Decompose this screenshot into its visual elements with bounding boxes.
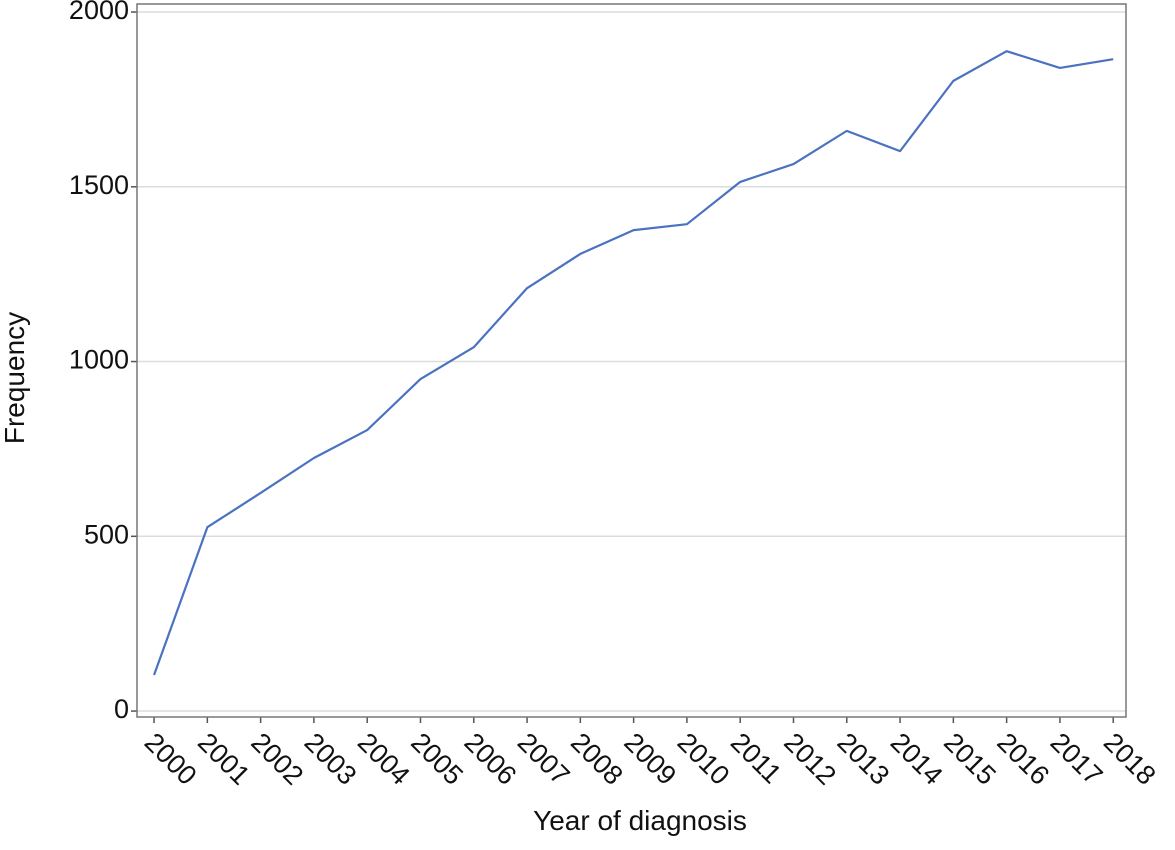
y-tick-label: 1500	[69, 170, 129, 200]
x-tick-label: 2015	[938, 727, 1002, 791]
x-tick-label: 2005	[405, 727, 469, 791]
x-tick-label: 2008	[565, 727, 629, 791]
x-tick-label: 2012	[778, 727, 842, 791]
x-tick-label: 2004	[352, 727, 416, 791]
x-tick-label: 2002	[245, 727, 309, 791]
y-tick-label: 2000	[69, 0, 129, 25]
x-axis-title: Year of diagnosis	[533, 805, 747, 836]
plot-frame	[136, 3, 1127, 718]
x-tick-label: 2010	[672, 727, 736, 791]
x-tick-label: 2007	[512, 727, 576, 791]
x-tick-label: 2017	[1045, 727, 1109, 791]
x-tick-label: 2003	[299, 727, 363, 791]
y-axis-title: Frequency	[0, 312, 30, 444]
x-tick-label: 2006	[458, 727, 522, 791]
x-tick-label: 2001	[192, 727, 256, 791]
x-tick-label: 2011	[725, 727, 787, 789]
x-tick-label: 2009	[618, 727, 682, 791]
x-tick-label: 2013	[831, 727, 895, 791]
x-tick-label: 2016	[991, 727, 1055, 791]
x-tick-label: 2000	[139, 727, 203, 791]
data-line	[153, 50, 1114, 676]
x-tick-label: 2018	[1098, 727, 1162, 791]
y-tick-label: 500	[84, 519, 129, 549]
x-tick-label: 2014	[885, 727, 949, 791]
y-tick-label: 1000	[69, 345, 129, 375]
y-tick-label: 0	[114, 694, 129, 724]
